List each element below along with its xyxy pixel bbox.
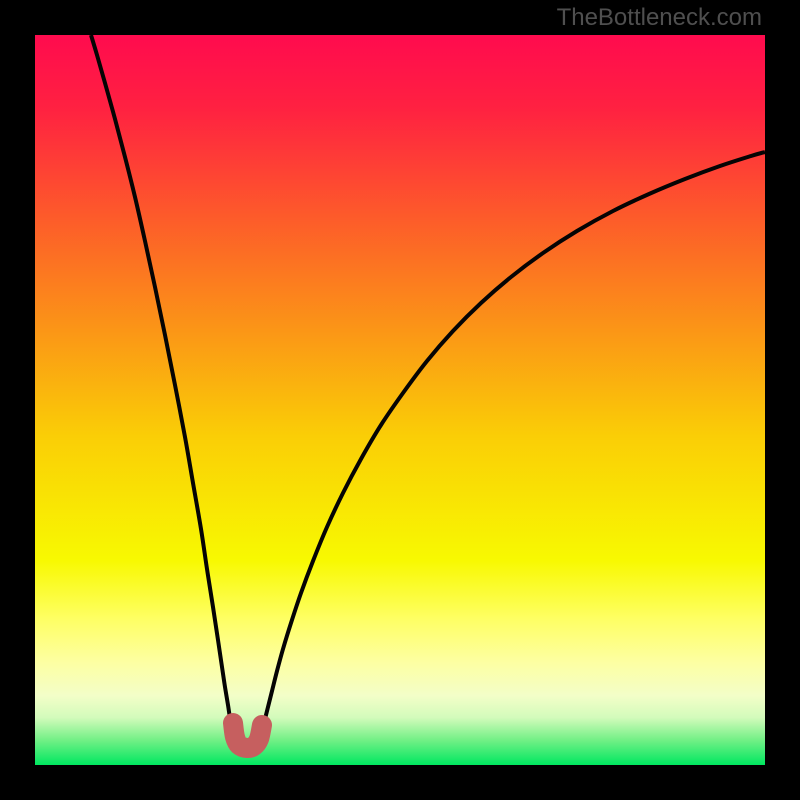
trough-marker [233,723,262,748]
curve-layer [35,35,765,765]
bottleneck-curve-right [263,152,765,727]
bottleneck-curve-left [91,35,232,727]
plot-area [35,35,765,765]
chart-frame: TheBottleneck.com [0,0,800,800]
watermark-text: TheBottleneck.com [557,4,762,32]
